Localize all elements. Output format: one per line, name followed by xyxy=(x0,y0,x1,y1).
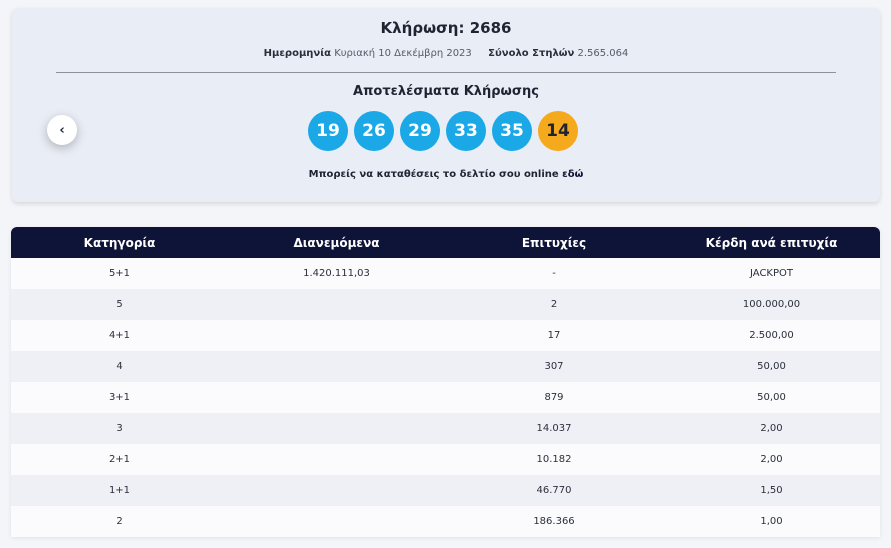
table-header-row: Κατηγορία Διανεμόμενα Επιτυχίες Κέρδη αν… xyxy=(11,227,880,258)
date-label: Ημερομηνία xyxy=(263,48,332,59)
table-row: 2 186.366 1,00 xyxy=(11,506,880,537)
online-bet-line: Μπορείς να καταθέσεις το δελτίο σου onli… xyxy=(12,169,880,180)
table-row: 3+1 879 50,00 xyxy=(11,382,880,413)
number-ball: 19 xyxy=(308,111,348,151)
cell-prize: JACKPOT xyxy=(750,268,793,279)
cell-prize: 1,00 xyxy=(760,516,783,527)
columns-value: 2.565.064 xyxy=(577,48,629,59)
cell-distributed xyxy=(228,289,445,320)
cell-prize: 2.500,00 xyxy=(749,330,794,341)
cell-category: 3 xyxy=(116,423,123,434)
cell-category: 4 xyxy=(116,361,123,372)
chevron-left-icon: ‹ xyxy=(59,122,65,138)
date-value: Κυριακή 10 Δεκέμβρη 2023 xyxy=(334,48,472,59)
bonus-ball: 14 xyxy=(538,111,578,151)
cell-winners: 10.182 xyxy=(536,454,572,465)
cell-distributed: 1.420.111,03 xyxy=(303,268,370,279)
table-row: 3 14.037 2,00 xyxy=(11,413,880,444)
number-ball: 35 xyxy=(492,111,532,151)
cell-winners: 46.770 xyxy=(536,485,572,496)
cell-winners: 307 xyxy=(544,361,564,372)
table-row: 5+1 1.420.111,03 - JACKPOT xyxy=(11,258,880,289)
cell-category: 5+1 xyxy=(108,268,131,279)
header-category: Κατηγορία xyxy=(83,235,156,250)
header-prize-per-winner: Κέρδη ανά επιτυχία xyxy=(705,235,838,250)
table-row: 4+1 17 2.500,00 xyxy=(11,320,880,351)
winning-numbers: 19 26 29 33 35 14 xyxy=(308,111,578,151)
cell-category: 1+1 xyxy=(108,485,131,496)
results-title: Αποτελέσματα Κλήρωσης xyxy=(353,84,539,99)
cell-prize: 2,00 xyxy=(760,423,783,434)
cell-distributed xyxy=(228,506,445,537)
online-bet-link[interactable]: εδώ xyxy=(562,169,584,180)
cell-distributed xyxy=(228,444,445,475)
cell-prize: 1,50 xyxy=(760,485,783,496)
cell-winners: 14.037 xyxy=(536,423,572,434)
cell-prize: 50,00 xyxy=(757,361,786,372)
cell-category: 3+1 xyxy=(108,392,131,403)
previous-draw-button[interactable]: ‹ xyxy=(47,115,77,145)
cell-distributed xyxy=(228,475,445,506)
cell-distributed xyxy=(228,382,445,413)
cell-distributed xyxy=(228,320,445,351)
draw-summary-card: Κλήρωση: 2686 Ημερομηνία Κυριακή 10 Δεκέ… xyxy=(12,8,880,202)
number-ball: 29 xyxy=(400,111,440,151)
cell-winners: 17 xyxy=(547,330,561,341)
cell-winners: 879 xyxy=(544,392,564,403)
cell-winners: 186.366 xyxy=(533,516,575,527)
cell-category: 2+1 xyxy=(108,454,131,465)
table-row: 2+1 10.182 2,00 xyxy=(11,444,880,475)
table-row: 4 307 50,00 xyxy=(11,351,880,382)
cell-winners: - xyxy=(552,268,556,279)
prize-table: Κατηγορία Διανεμόμενα Επιτυχίες Κέρδη αν… xyxy=(11,227,880,537)
cell-prize: 100.000,00 xyxy=(742,299,801,310)
cell-prize: 50,00 xyxy=(757,392,786,403)
draw-meta: Ημερομηνία Κυριακή 10 Δεκέμβρη 2023 Σύνο… xyxy=(12,48,880,59)
cell-category: 5 xyxy=(116,299,123,310)
divider xyxy=(56,72,836,73)
draw-title: Κλήρωση: 2686 xyxy=(380,19,512,37)
header-distributed: Διανεμόμενα xyxy=(293,235,380,250)
header-winners: Επιτυχίες xyxy=(521,235,587,250)
cell-prize: 2,00 xyxy=(760,454,783,465)
cell-category: 4+1 xyxy=(108,330,131,341)
table-row: 5 2 100.000,00 xyxy=(11,289,880,320)
table-row: 1+1 46.770 1,50 xyxy=(11,475,880,506)
columns-label: Σύνολο Στηλών xyxy=(488,48,575,59)
number-ball: 33 xyxy=(446,111,486,151)
cell-category: 2 xyxy=(116,516,123,527)
cell-winners: 2 xyxy=(550,299,558,310)
number-ball: 26 xyxy=(354,111,394,151)
online-text: Μπορείς να καταθέσεις το δελτίο σου onli… xyxy=(308,169,559,180)
cell-distributed xyxy=(228,351,445,382)
cell-distributed xyxy=(228,413,445,444)
